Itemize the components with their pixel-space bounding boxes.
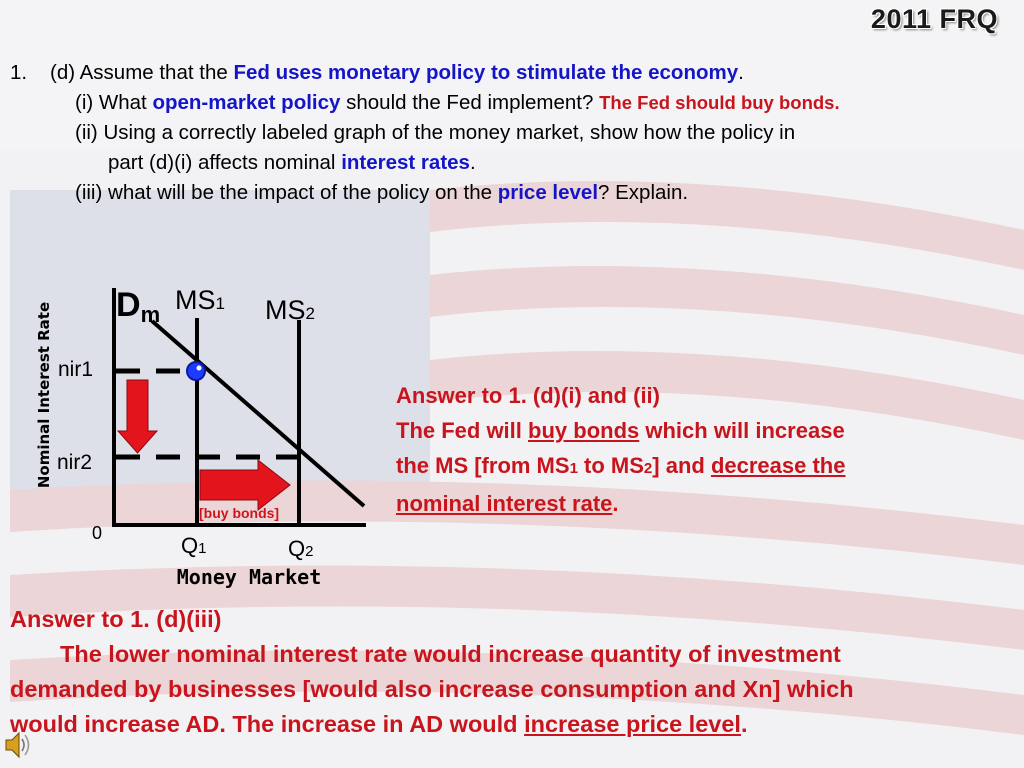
answer-1-block: Answer to 1. (d)(i) and (ii) The Fed wil… — [396, 378, 1016, 521]
question-line-iii: (iii) what will be the impact of the pol… — [10, 178, 1020, 208]
answer-2-line-2: demanded by businesses [would also incre… — [10, 676, 854, 702]
part-i-highlight: open-market policy — [152, 91, 341, 114]
a1-l3-post: ] and — [652, 453, 705, 478]
q1-label: Q1 — [181, 533, 206, 558]
answer-1-line-3: the MS [from MS1 to MS2] and decrease th… — [396, 448, 1016, 486]
question-block: 1. (d) Assume that the Fed uses monetary … — [10, 58, 1020, 208]
part-i-answer: The Fed should buy bonds. — [599, 92, 840, 113]
interest-down-arrow — [116, 379, 159, 454]
y-axis-label: Nominal Interest Rate — [35, 302, 53, 488]
ms1-label: MS1 — [175, 285, 225, 315]
a1-l2-pre: The Fed will — [396, 418, 522, 443]
supply-shift-arrow — [199, 458, 291, 512]
nir1-label: nir1 — [58, 358, 93, 381]
a1-l3-pre: the MS [from MS — [396, 453, 570, 478]
question-line-d: 1. (d) Assume that the Fed uses monetary … — [10, 58, 1020, 88]
part-ii-end: . — [469, 151, 476, 174]
part-d-intro: (d) Assume that the — [50, 61, 228, 84]
question-number: 1. — [10, 61, 28, 84]
x-axis-label: Money Market — [177, 565, 322, 589]
slide-title: 2011 FRQ — [870, 4, 998, 34]
a2-l3-underlined: increase price level — [524, 711, 741, 737]
part-i-pre: (i) What — [75, 91, 147, 114]
part-ii-pre: part (d)(i) affects nominal — [108, 151, 336, 174]
a1-l4-end: . — [612, 491, 619, 516]
part-d-highlight: Fed uses monetary policy to stimulate th… — [233, 61, 739, 84]
answer-1-line-4: nominal interest rate. — [396, 486, 1016, 521]
a1-l3-mid: to MS — [584, 453, 644, 478]
a1-l2-post: which will increase — [645, 418, 845, 443]
a1-l3-underlined: decrease the — [710, 453, 846, 478]
ms2-label: MS2 — [265, 295, 315, 325]
a1-l2-underlined: buy bonds — [528, 418, 640, 443]
answer-2-heading: Answer to 1. (d)(iii) — [10, 606, 222, 632]
speaker-icon[interactable] — [4, 728, 34, 762]
answer-1-line-2: The Fed will buy bonds which will increa… — [396, 413, 1016, 448]
part-i-post: should the Fed implement? — [346, 91, 594, 114]
question-line-i: (i) What open-market policy should the F… — [10, 88, 1020, 118]
a2-l3-pre: would increase AD. The increase in AD wo… — [10, 711, 518, 737]
a1-l3-sub2: 2 — [643, 460, 653, 477]
money-market-graph: Nominal Interest Rate Dm MS1 MS2 nir1 ni… — [35, 285, 366, 589]
part-iii-pre: (iii) what will be the impact of the pol… — [75, 181, 493, 204]
answer-1-heading: Answer to 1. (d)(i) and (ii) — [396, 383, 660, 408]
origin-label: 0 — [92, 523, 102, 543]
answer-2-block: Answer to 1. (d)(iii) The lower nominal … — [10, 602, 1020, 742]
demand-curve — [150, 319, 366, 508]
part-iii-highlight: price level — [497, 181, 599, 204]
answer-2-line-1: The lower nominal interest rate would in… — [60, 641, 841, 667]
nir2-label: nir2 — [57, 451, 92, 474]
a2-l3-end: . — [740, 711, 748, 737]
question-line-ii-2: part (d)(i) affects nominal interest rat… — [10, 148, 1020, 178]
a1-l3-sub1: 1 — [569, 460, 578, 477]
part-d-end: . — [738, 61, 744, 84]
equilibrium-point — [186, 361, 206, 381]
q2-label: Q2 — [288, 536, 313, 561]
dm-label: Dm — [116, 286, 160, 327]
question-line-ii-1: (ii) Using a correctly labeled graph of … — [75, 121, 796, 144]
buy-bonds-label: [buy bonds] — [199, 505, 279, 521]
part-iii-post: ? Explain. — [598, 181, 689, 204]
answer-2-line-3: would increase AD. The increase in AD wo… — [10, 707, 1020, 742]
a1-l4-underlined: nominal interest rate — [396, 491, 613, 516]
part-ii-highlight: interest rates — [341, 151, 470, 174]
equilibrium-highlight — [196, 365, 202, 371]
